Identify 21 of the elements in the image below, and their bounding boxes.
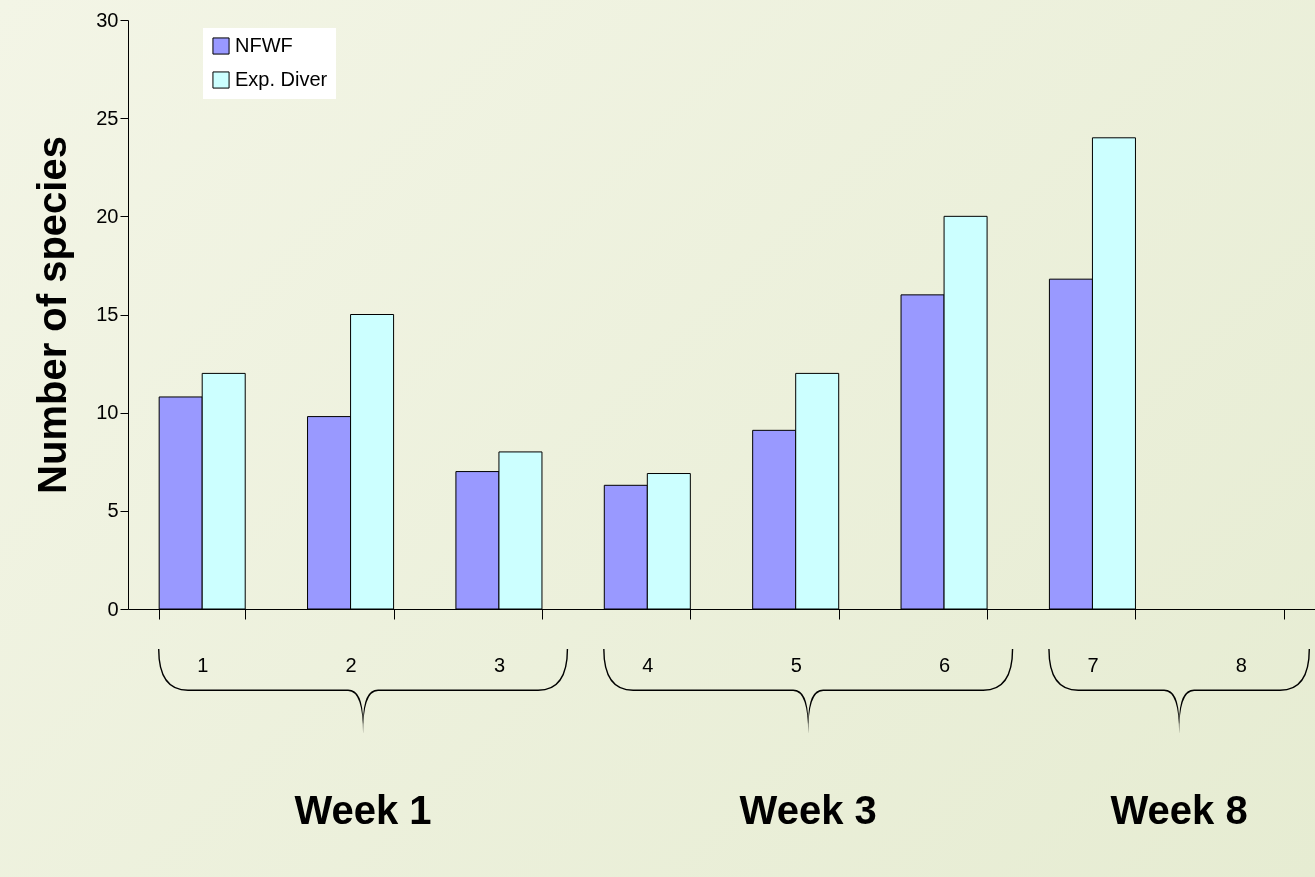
y-tick-label: 0 xyxy=(107,597,119,620)
x-tick-label: 1 xyxy=(197,653,209,676)
x-tick-label: 5 xyxy=(790,653,802,676)
legend-label: Exp. Diver xyxy=(235,68,328,90)
y-tick-label: 30 xyxy=(96,8,119,31)
x-tick-label: 7 xyxy=(1087,653,1099,676)
text: Week 1 xyxy=(294,788,432,832)
y-axis-title: Number of species xyxy=(30,136,75,494)
legend-label: NFWF xyxy=(235,34,293,56)
y-tick-label: 5 xyxy=(107,499,119,522)
x-tick-label: 6 xyxy=(939,653,951,676)
x-tick-label: 4 xyxy=(642,653,654,676)
y-tick-label: 20 xyxy=(96,204,119,227)
x-tick-label: 8 xyxy=(1235,653,1247,676)
text: Week 3 xyxy=(739,788,877,832)
x-tick-label: 2 xyxy=(345,653,357,676)
y-tick-label: 15 xyxy=(96,303,119,325)
y-tick-label: 25 xyxy=(96,106,119,129)
y-tick-label: 10 xyxy=(96,401,119,424)
x-tick-label: 3 xyxy=(493,653,505,676)
text: Week 8 xyxy=(1110,788,1248,832)
